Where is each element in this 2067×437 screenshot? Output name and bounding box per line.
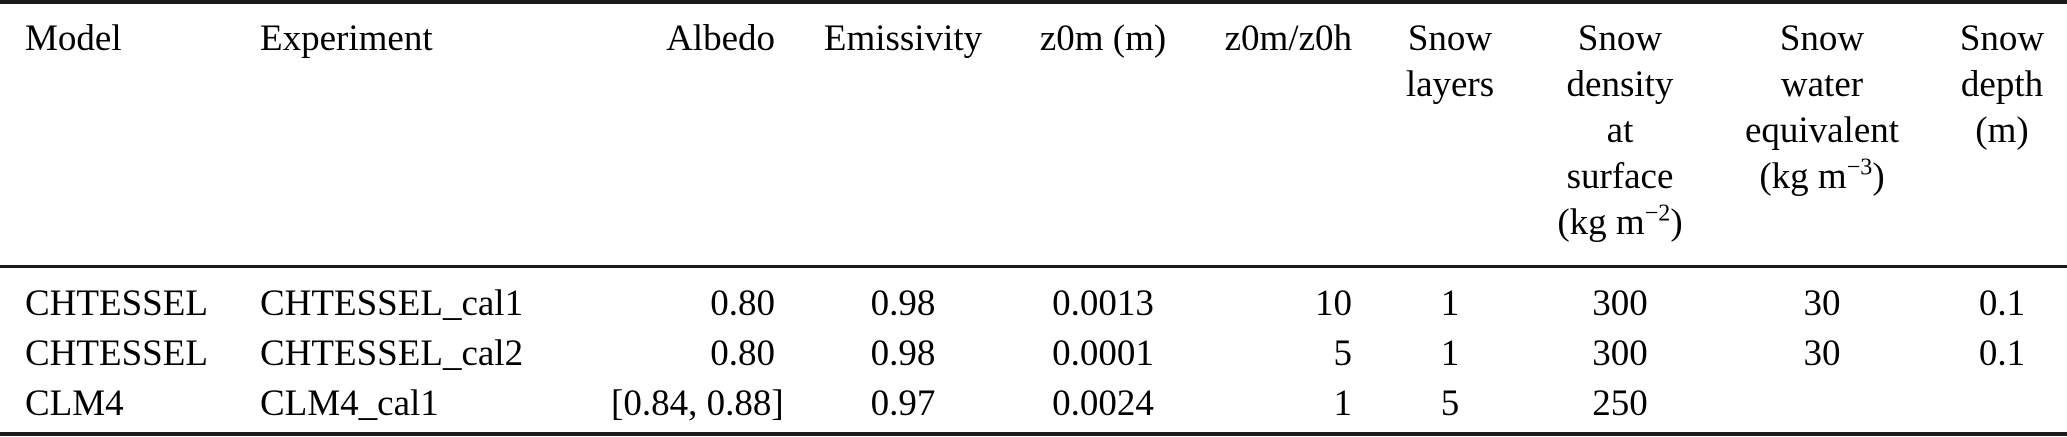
cell-experiment: CLM4_cal1	[260, 383, 439, 424]
table-row: CHTESSEL CHTESSEL_cal2 0.80 0.98 0.0001 5 1 300…	[0, 329, 2067, 379]
column-header-line: Model	[25, 18, 122, 59]
cell-emissivity: 0.98	[870, 283, 936, 324]
cell-z0m-z0h-ratio: 5	[1333, 333, 1353, 374]
column-header-line: z0m (m)	[1039, 18, 1167, 59]
cell-z0m: 0.0024	[1052, 383, 1154, 424]
column-header-line: equivalent	[1744, 110, 1900, 151]
column-header-line: (kg m−3)	[1759, 154, 1885, 197]
column-header-line: (kg m−2)	[1557, 200, 1683, 243]
cell-snow-layers: 1	[1440, 283, 1460, 324]
column-header-line: at	[1606, 110, 1634, 151]
column-header-line: layers	[1405, 64, 1495, 105]
cell-emissivity: 0.98	[870, 333, 936, 374]
table-row: CHTESSEL CHTESSEL_cal1 0.80 0.98 0.0013 10 1 30…	[0, 267, 2067, 330]
column-header-emissivity: Emissivity	[790, 2, 1016, 267]
column-header-line: Snow	[1779, 18, 1865, 59]
cell-snow-water-equivalent: 30	[1803, 333, 1841, 374]
cell-z0m: 0.0001	[1052, 333, 1154, 374]
column-header-line: Experiment	[260, 18, 433, 59]
column-header-snow-density: Snow density at surface (kg m−2)	[1533, 2, 1707, 267]
cell-albedo: 0.80	[710, 283, 775, 324]
column-header-line: water	[1780, 64, 1864, 105]
column-header-line: depth	[1960, 64, 2044, 105]
column-header-z0m-z0h-ratio: z0m/z0h	[1190, 2, 1367, 267]
cell-model: CHTESSEL	[25, 333, 208, 374]
cell-albedo: 0.80	[710, 333, 775, 374]
cell-snow-depth	[1937, 379, 2067, 434]
cell-model: CHTESSEL	[25, 283, 208, 324]
cell-snow-water-equivalent	[1707, 379, 1937, 434]
cell-experiment: CHTESSEL_cal2	[260, 333, 524, 374]
column-header-line: Snow	[1577, 18, 1663, 59]
cell-snow-depth: 0.1	[1978, 283, 2026, 324]
cell-snow-water-equivalent: 30	[1803, 283, 1841, 324]
cell-model: CLM4	[25, 383, 124, 424]
column-header-snow-layers: Snow layers	[1367, 2, 1533, 267]
column-header-snow-water-equivalent: Snow water equivalent (kg m−3)	[1707, 2, 1937, 267]
column-header-line: Snow	[1407, 18, 1493, 59]
column-header-line: density	[1566, 64, 1674, 105]
cell-albedo: [0.84, 0.88]	[611, 383, 784, 424]
column-header-experiment: Experiment	[250, 2, 610, 267]
column-header-model: Model	[0, 2, 250, 267]
cell-snow-layers: 1	[1440, 333, 1460, 374]
column-header-line: Albedo	[666, 18, 775, 59]
cell-snow-depth: 0.1	[1978, 333, 2026, 374]
column-header-albedo: Albedo	[610, 2, 790, 267]
column-header-line: (m)	[1975, 110, 2029, 151]
column-header-line: Emissivity	[823, 18, 983, 59]
unit-exponent: −3	[1846, 154, 1873, 181]
column-header-z0m: z0m (m)	[1016, 2, 1190, 267]
cell-z0m-z0h-ratio: 10	[1315, 283, 1352, 324]
cell-snow-density: 300	[1592, 333, 1648, 374]
cell-snow-layers: 5	[1440, 383, 1460, 424]
column-header-line: Snow	[1959, 18, 2045, 59]
cell-z0m-z0h-ratio: 1	[1333, 383, 1353, 424]
cell-snow-density: 300	[1592, 283, 1648, 324]
cell-emissivity: 0.97	[870, 383, 936, 424]
header-row: Model Experiment Albedo Emissivity z0m (m) z0…	[0, 2, 2067, 267]
cell-experiment: CHTESSEL_cal1	[260, 283, 524, 324]
cell-z0m: 0.0013	[1052, 283, 1154, 324]
table-row: CLM4 CLM4_cal1 [0.84, 0.88] 0.97 0.0024 1 5 250	[0, 379, 2067, 434]
column-header-line: surface	[1566, 156, 1674, 197]
column-header-line: z0m/z0h	[1224, 18, 1352, 59]
cell-snow-density: 250	[1592, 383, 1648, 424]
column-header-snow-depth: Snow depth (m)	[1937, 2, 2067, 267]
unit-exponent: −2	[1644, 200, 1671, 227]
